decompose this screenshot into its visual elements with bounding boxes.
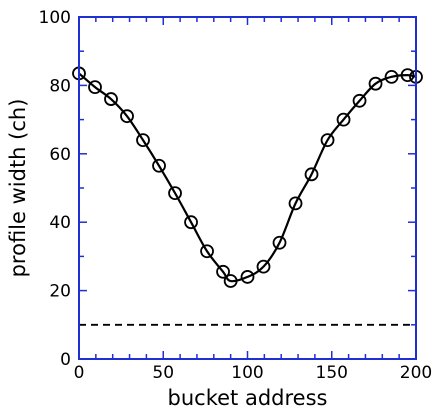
- ticks-layer: [78, 16, 417, 360]
- data-point-marker: [288, 196, 303, 211]
- data-point-marker: [136, 133, 150, 148]
- plot-frame: [78, 16, 417, 360]
- data-point-marker: [184, 215, 198, 230]
- y-tick-label: 80: [49, 76, 71, 96]
- data-point-marker: [352, 93, 367, 108]
- y-axis-label: profile width (ch): [6, 99, 30, 278]
- data-point-marker: [200, 244, 214, 259]
- y-tick-label: 100: [39, 8, 71, 28]
- x-tick-label: 0: [74, 363, 85, 383]
- data-point-marker: [152, 158, 166, 173]
- data-point-marker: [120, 109, 134, 124]
- data-point-marker: [304, 167, 319, 182]
- y-tick-label: 0: [60, 350, 71, 370]
- data-point-marker: [168, 186, 182, 201]
- x-tick-label: 50: [152, 363, 174, 383]
- data-point-marker: [223, 274, 238, 288]
- x-tick-label: 100: [231, 363, 263, 383]
- data-point-marker: [320, 133, 335, 148]
- x-tick-label: 200: [400, 363, 432, 383]
- data-point-marker: [240, 270, 255, 284]
- data-point-marker: [88, 80, 102, 95]
- data-point-marker: [256, 259, 271, 274]
- data-point-marker: [368, 76, 383, 91]
- profile-width-curve: [78, 72, 417, 283]
- y-tick-label: 20: [49, 282, 71, 302]
- tick-labels-layer: 0 50 100 150 200 0 20 40 60 80 100: [39, 8, 433, 383]
- data-point-marker: [104, 92, 118, 106]
- x-tick-label: 150: [316, 363, 348, 383]
- y-tick-label: 60: [49, 145, 71, 165]
- data-point-marker: [216, 264, 230, 279]
- series-layer: [72, 66, 423, 326]
- x-axis-label: bucket address: [168, 386, 328, 410]
- y-tick-label: 40: [49, 213, 71, 233]
- data-point-marker: [400, 68, 415, 83]
- data-point-marker: [272, 235, 287, 250]
- data-point-marker: [384, 69, 399, 84]
- data-point-marker: [336, 112, 351, 127]
